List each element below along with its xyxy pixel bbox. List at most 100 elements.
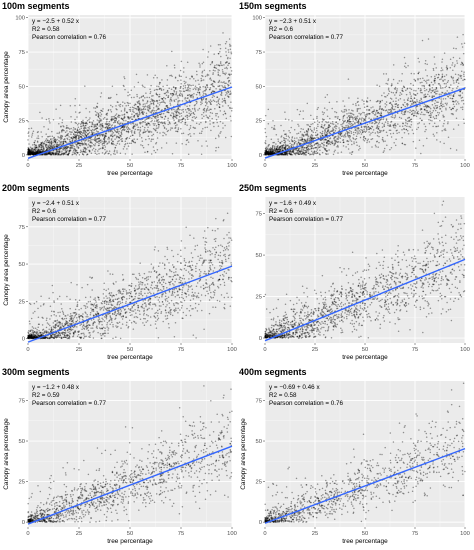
- data-point: [174, 121, 177, 124]
- data-point: [347, 78, 350, 80]
- data-point: [312, 122, 314, 125]
- data-point: [176, 95, 179, 97]
- data-point: [174, 110, 176, 112]
- data-point: [205, 89, 207, 91]
- data-point: [446, 68, 448, 71]
- data-point: [205, 121, 207, 124]
- data-point: [96, 123, 98, 126]
- data-point: [141, 111, 143, 114]
- data-point: [68, 152, 70, 154]
- data-point: [172, 115, 175, 118]
- data-point: [222, 86, 224, 88]
- data-point: [377, 122, 380, 125]
- data-point: [61, 135, 64, 138]
- data-point: [325, 120, 327, 123]
- data-point: [36, 152, 39, 155]
- data-point: [202, 61, 205, 63]
- data-point: [186, 124, 188, 126]
- data-point: [208, 115, 211, 117]
- data-point: [144, 119, 146, 121]
- y-tick-label: 0: [259, 153, 262, 159]
- data-point: [271, 152, 273, 155]
- data-point: [106, 150, 108, 152]
- data-point: [28, 153, 30, 156]
- data-point: [67, 153, 70, 155]
- data-point: [115, 144, 117, 147]
- data-point: [127, 130, 129, 133]
- data-point: [76, 151, 78, 154]
- data-point: [349, 123, 351, 126]
- data-point: [423, 103, 426, 105]
- data-point: [30, 152, 32, 155]
- data-point: [108, 140, 110, 142]
- data-point: [342, 138, 345, 141]
- data-point: [463, 42, 466, 45]
- data-point: [197, 139, 199, 142]
- data-point: [50, 153, 53, 156]
- data-point: [218, 106, 221, 109]
- data-point: [352, 120, 354, 122]
- data-point: [138, 111, 141, 114]
- data-point: [110, 139, 113, 141]
- data-point: [111, 138, 113, 140]
- data-point: [207, 56, 209, 58]
- data-point: [435, 117, 438, 119]
- data-point: [422, 77, 424, 80]
- data-point: [98, 117, 101, 120]
- data-point: [36, 140, 39, 143]
- data-point: [230, 51, 232, 53]
- data-point: [121, 137, 123, 140]
- data-point: [331, 123, 334, 125]
- data-point: [295, 140, 297, 143]
- data-point: [396, 132, 398, 135]
- data-point: [399, 98, 402, 100]
- data-point: [39, 151, 42, 153]
- data-point: [363, 139, 366, 142]
- data-point: [147, 130, 150, 133]
- data-point: [401, 142, 404, 144]
- data-point: [100, 113, 103, 115]
- data-point: [109, 109, 112, 111]
- data-point: [77, 147, 80, 149]
- data-point: [133, 138, 135, 140]
- data-point: [161, 98, 164, 100]
- data-point: [32, 153, 34, 156]
- data-point: [441, 69, 444, 71]
- data-point: [278, 154, 281, 156]
- data-point: [142, 85, 144, 88]
- data-point: [442, 114, 444, 116]
- data-point: [128, 108, 131, 111]
- data-point: [54, 153, 57, 156]
- data-point: [319, 153, 321, 156]
- data-point: [135, 73, 138, 76]
- data-point: [427, 111, 430, 114]
- data-point: [116, 108, 118, 111]
- data-point: [108, 150, 111, 152]
- data-point: [341, 125, 343, 127]
- data-point: [294, 148, 296, 151]
- data-point: [35, 146, 38, 148]
- data-point: [392, 100, 395, 102]
- data-point: [375, 112, 377, 114]
- data-point: [269, 152, 271, 155]
- data-point: [123, 114, 125, 116]
- data-point: [107, 130, 110, 133]
- data-point: [180, 79, 182, 81]
- data-point: [187, 141, 190, 143]
- data-point: [220, 93, 222, 96]
- data-point: [352, 110, 354, 112]
- data-point: [202, 94, 204, 97]
- data-point: [91, 128, 94, 131]
- data-point: [184, 85, 187, 87]
- data-point: [60, 126, 62, 128]
- data-point: [105, 132, 107, 134]
- data-point: [333, 126, 336, 128]
- data-point: [437, 73, 440, 76]
- data-point: [340, 110, 343, 112]
- data-point: [142, 132, 144, 134]
- data-point: [264, 140, 267, 142]
- data-point: [140, 144, 142, 146]
- data-point: [153, 124, 155, 126]
- data-point: [133, 114, 136, 117]
- data-point: [350, 132, 353, 135]
